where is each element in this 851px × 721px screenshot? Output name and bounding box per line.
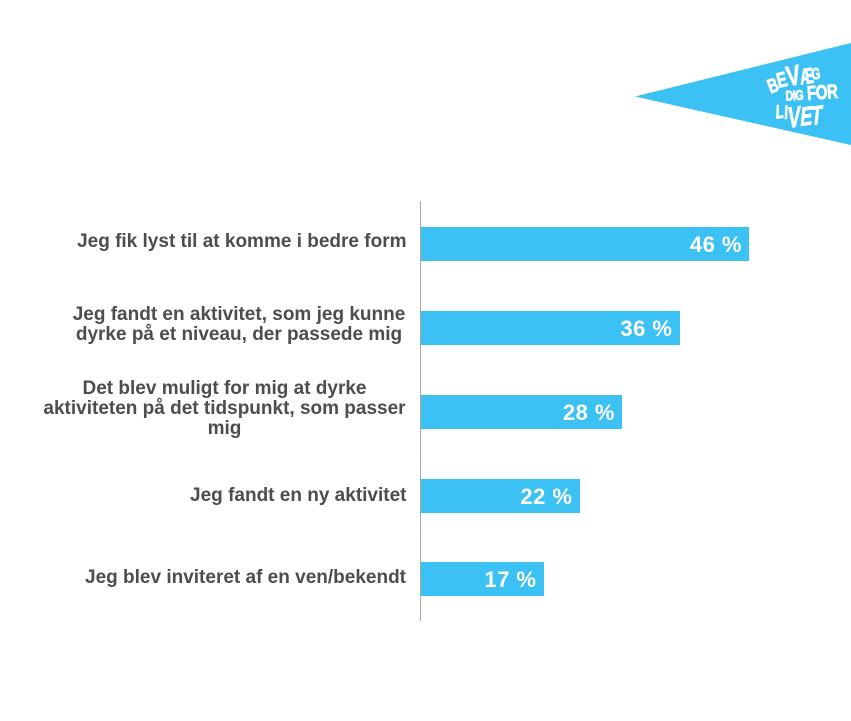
svg-text:DIG: DIG xyxy=(785,87,803,104)
svg-text:FOR: FOR xyxy=(806,80,839,105)
svg-text:T: T xyxy=(810,99,824,131)
svg-text:V: V xyxy=(784,60,804,93)
svg-text:E: E xyxy=(799,100,814,132)
svg-text:G: G xyxy=(811,64,822,83)
svg-text:I: I xyxy=(784,101,788,124)
svg-text:V: V xyxy=(787,101,801,135)
svg-text:L: L xyxy=(775,100,784,123)
svg-text:Æ: Æ xyxy=(798,62,815,89)
